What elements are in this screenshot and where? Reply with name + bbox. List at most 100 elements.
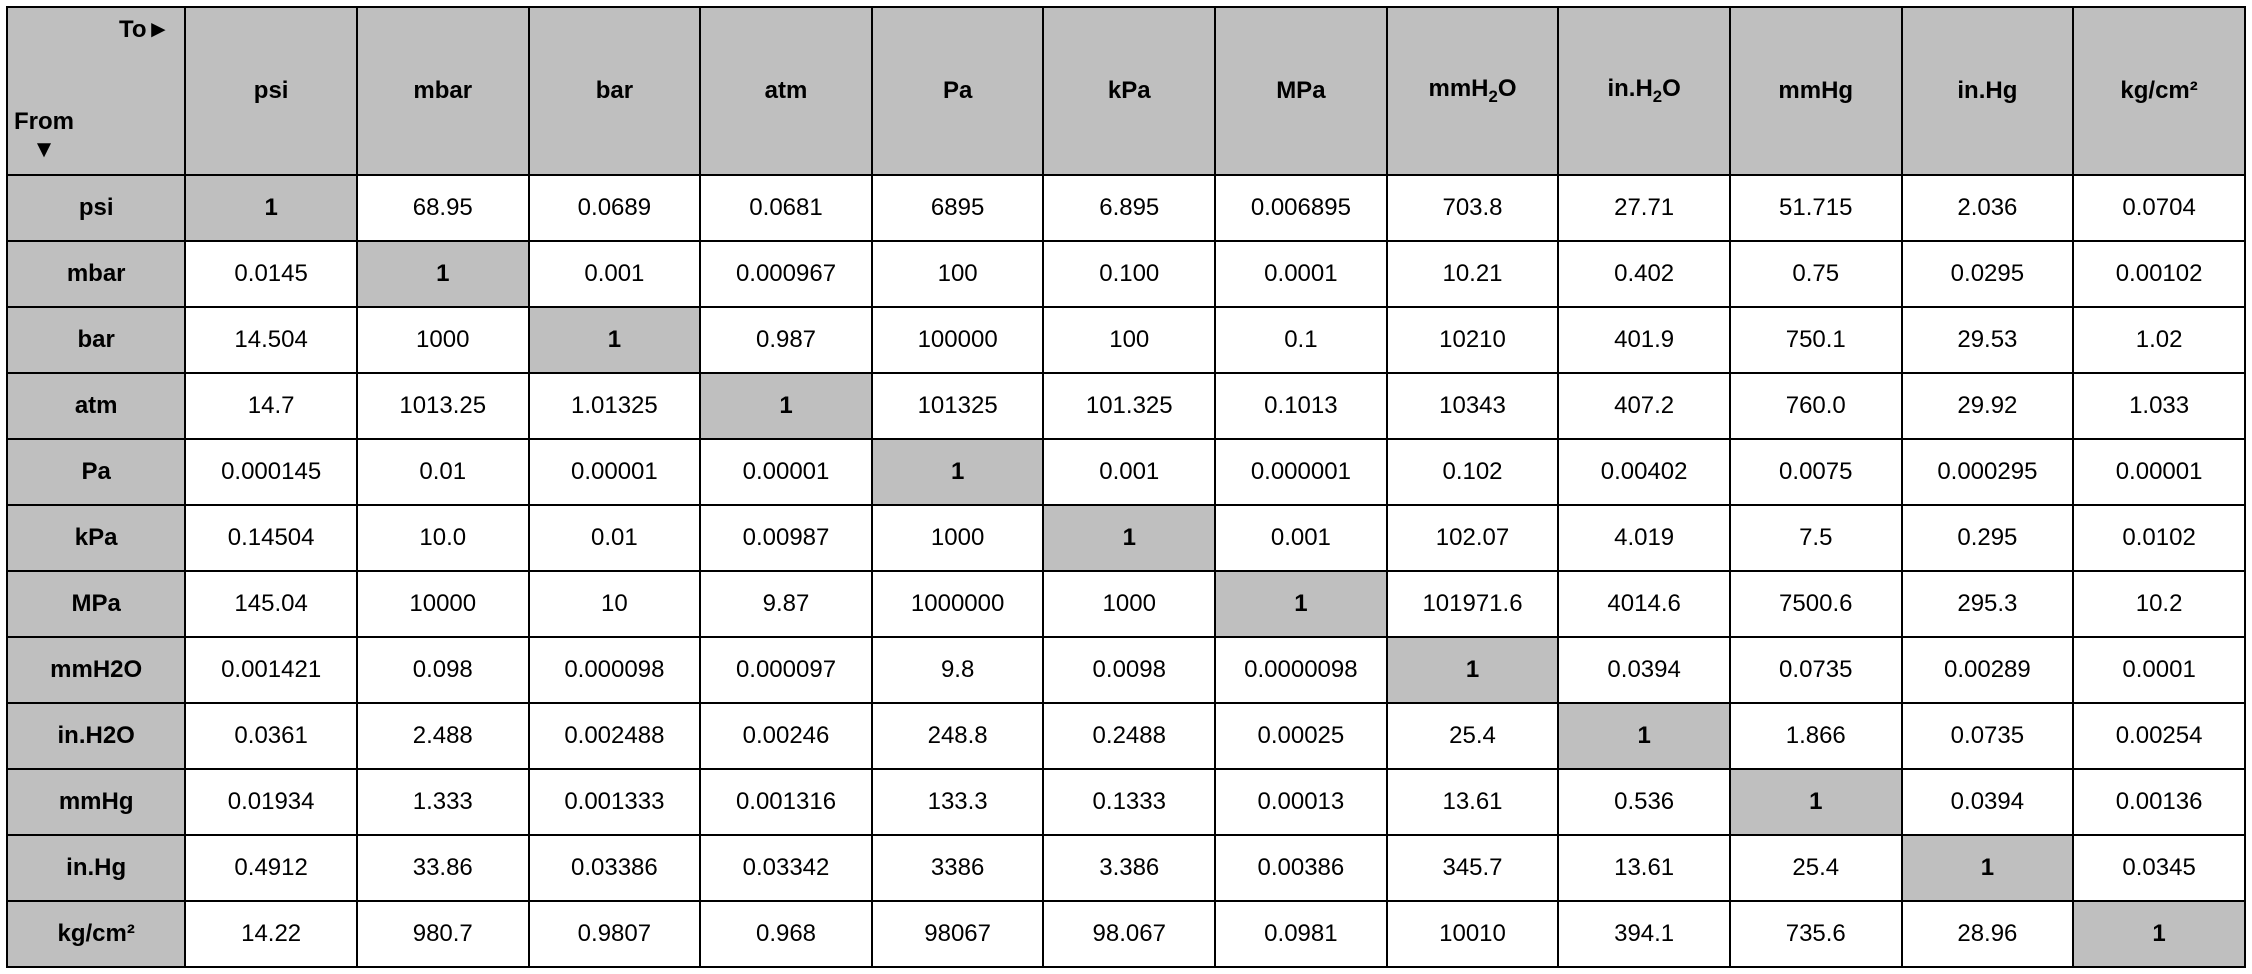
column-header: in.Hg: [1902, 7, 2074, 175]
cell: 0.001: [529, 241, 701, 307]
cell: 1: [1730, 769, 1902, 835]
table-row: kg/cm²14.22980.70.98070.9689806798.0670.…: [7, 901, 2245, 967]
row-header: MPa: [7, 571, 185, 637]
cell: 1: [1558, 703, 1730, 769]
cell: 1.01325: [529, 373, 701, 439]
cell: 0.0394: [1558, 637, 1730, 703]
cell: 1: [2073, 901, 2245, 967]
column-header: atm: [700, 7, 872, 175]
cell: 760.0: [1730, 373, 1902, 439]
cell: 4014.6: [1558, 571, 1730, 637]
cell: 0.0689: [529, 175, 701, 241]
cell: 0.000001: [1215, 439, 1387, 505]
row-header: kg/cm²: [7, 901, 185, 967]
cell: 0.001316: [700, 769, 872, 835]
cell: 0.00136: [2073, 769, 2245, 835]
cell: 25.4: [1387, 703, 1559, 769]
cell: 1: [1902, 835, 2074, 901]
row-header: Pa: [7, 439, 185, 505]
cell: 10.21: [1387, 241, 1559, 307]
cell: 0.01934: [185, 769, 357, 835]
cell: 14.504: [185, 307, 357, 373]
cell: 145.04: [185, 571, 357, 637]
table-row: Pa0.0001450.010.000010.0000110.0010.0000…: [7, 439, 2245, 505]
row-header: mmH2O: [7, 637, 185, 703]
cell: 1000: [872, 505, 1044, 571]
cell: 1: [185, 175, 357, 241]
cell: 100: [872, 241, 1044, 307]
row-header: mbar: [7, 241, 185, 307]
cell: 345.7: [1387, 835, 1559, 901]
cell: 394.1: [1558, 901, 1730, 967]
cell: 2.036: [1902, 175, 2074, 241]
cell: 1000: [1043, 571, 1215, 637]
table-row: kPa0.1450410.00.010.00987100010.001102.0…: [7, 505, 2245, 571]
cell: 1: [1215, 571, 1387, 637]
cell: 10210: [1387, 307, 1559, 373]
cell: 0.001421: [185, 637, 357, 703]
cell: 0.0735: [1902, 703, 2074, 769]
cell: 703.8: [1387, 175, 1559, 241]
cell: 101325: [872, 373, 1044, 439]
cell: 0.14504: [185, 505, 357, 571]
cell: 0.0394: [1902, 769, 2074, 835]
cell: 0.000145: [185, 439, 357, 505]
cell: 100000: [872, 307, 1044, 373]
cell: 0.2488: [1043, 703, 1215, 769]
row-header: psi: [7, 175, 185, 241]
cell: 1: [357, 241, 529, 307]
cell: 0.987: [700, 307, 872, 373]
cell: 0.0345: [2073, 835, 2245, 901]
cell: 0.01: [357, 439, 529, 505]
cell: 0.0735: [1730, 637, 1902, 703]
cell: 1013.25: [357, 373, 529, 439]
cell: 10.2: [2073, 571, 2245, 637]
cell: 0.00254: [2073, 703, 2245, 769]
cell: 10: [529, 571, 701, 637]
cell: 0.000098: [529, 637, 701, 703]
cell: 98067: [872, 901, 1044, 967]
cell: 0.00025: [1215, 703, 1387, 769]
cell: 14.22: [185, 901, 357, 967]
column-header: psi: [185, 7, 357, 175]
corner-cell: To► From ▼: [7, 7, 185, 175]
column-header: kg/cm²: [2073, 7, 2245, 175]
conversion-table: To► From ▼ psimbarbaratmPakPaMPammH2Oin.…: [6, 6, 2246, 968]
cell: 0.03342: [700, 835, 872, 901]
cell: 980.7: [357, 901, 529, 967]
cell: 0.006895: [1215, 175, 1387, 241]
cell: 9.8: [872, 637, 1044, 703]
cell: 0.0704: [2073, 175, 2245, 241]
table-row: in.Hg0.491233.860.033860.0334233863.3860…: [7, 835, 2245, 901]
cell: 0.000967: [700, 241, 872, 307]
cell: 29.92: [1902, 373, 2074, 439]
cell: 0.1013: [1215, 373, 1387, 439]
cell: 2.488: [357, 703, 529, 769]
cell: 1000000: [872, 571, 1044, 637]
cell: 0.968: [700, 901, 872, 967]
cell: 13.61: [1387, 769, 1559, 835]
cell: 0.0981: [1215, 901, 1387, 967]
cell: 1000: [357, 307, 529, 373]
cell: 0.002488: [529, 703, 701, 769]
cell: 98.067: [1043, 901, 1215, 967]
cell: 3386: [872, 835, 1044, 901]
cell: 6.895: [1043, 175, 1215, 241]
cell: 1: [872, 439, 1044, 505]
cell: 0.295: [1902, 505, 2074, 571]
cell: 29.53: [1902, 307, 2074, 373]
cell: 0.00013: [1215, 769, 1387, 835]
cell: 0.4912: [185, 835, 357, 901]
cell: 10010: [1387, 901, 1559, 967]
cell: 10343: [1387, 373, 1559, 439]
column-header: mbar: [357, 7, 529, 175]
table-row: atm14.71013.251.013251101325101.3250.101…: [7, 373, 2245, 439]
cell: 0.00001: [700, 439, 872, 505]
cell: 0.03386: [529, 835, 701, 901]
table-row: mmH2O0.0014210.0980.0000980.0000979.80.0…: [7, 637, 2245, 703]
cell: 133.3: [872, 769, 1044, 835]
cell: 0.0000098: [1215, 637, 1387, 703]
cell: 750.1: [1730, 307, 1902, 373]
cell: 1.333: [357, 769, 529, 835]
cell: 295.3: [1902, 571, 2074, 637]
